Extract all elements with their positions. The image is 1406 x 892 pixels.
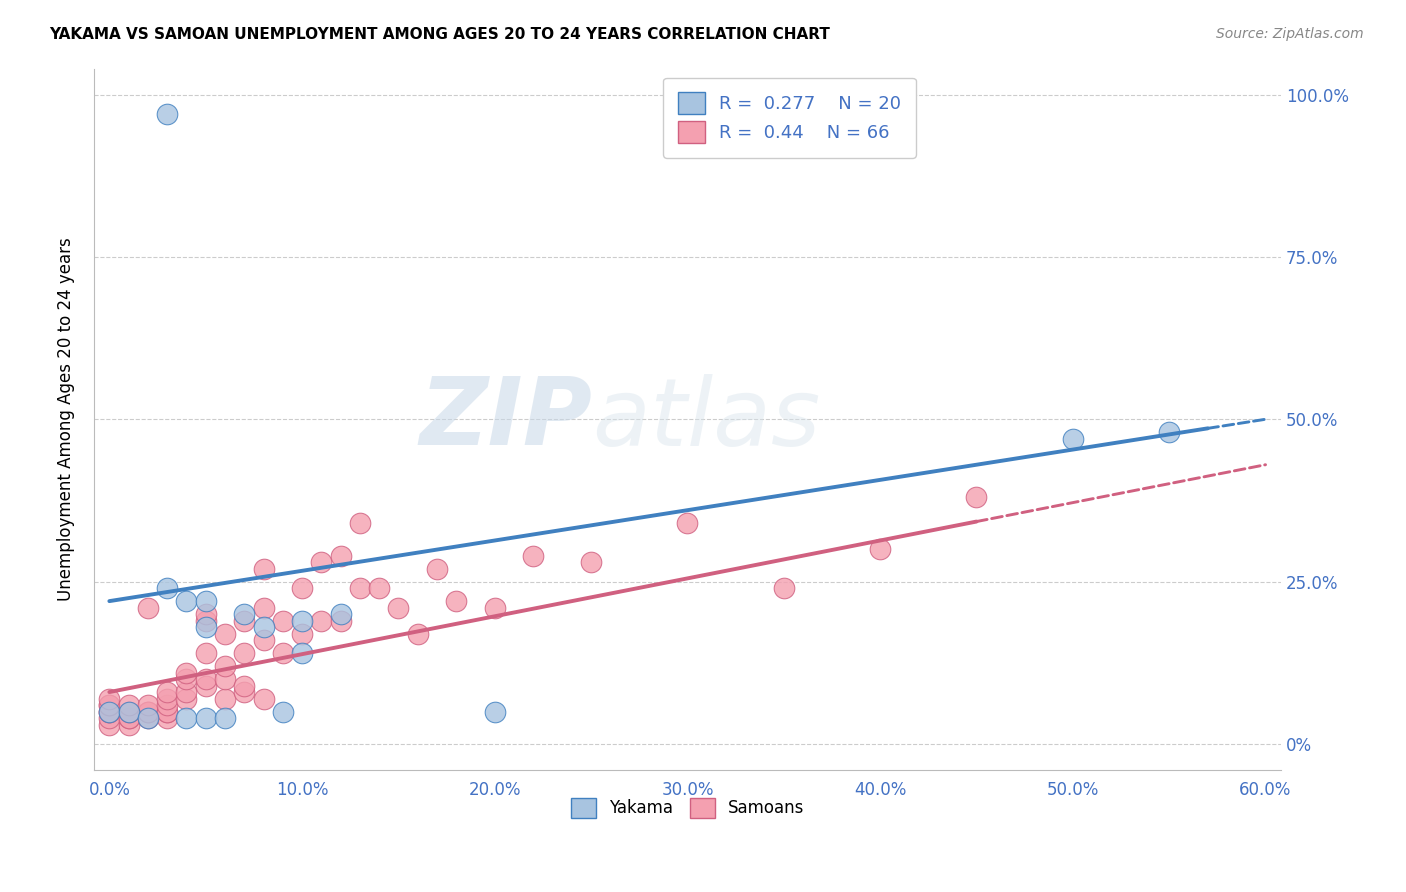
Point bbox=[329, 614, 352, 628]
Point bbox=[252, 620, 274, 634]
Point bbox=[156, 691, 179, 706]
Point bbox=[484, 705, 506, 719]
Point bbox=[271, 705, 294, 719]
Point bbox=[98, 711, 121, 725]
Point bbox=[869, 542, 891, 557]
Point bbox=[98, 698, 121, 712]
Point bbox=[1062, 432, 1084, 446]
Point bbox=[136, 711, 159, 725]
Point bbox=[291, 646, 314, 660]
Point bbox=[156, 698, 179, 712]
Point bbox=[214, 711, 236, 725]
Point bbox=[176, 685, 198, 699]
Text: Source: ZipAtlas.com: Source: ZipAtlas.com bbox=[1216, 27, 1364, 41]
Point bbox=[349, 516, 371, 531]
Point bbox=[176, 665, 198, 680]
Point bbox=[117, 711, 139, 725]
Text: ZIP: ZIP bbox=[419, 373, 592, 466]
Point bbox=[368, 581, 391, 595]
Point bbox=[233, 685, 256, 699]
Point bbox=[406, 626, 429, 640]
Text: atlas: atlas bbox=[592, 374, 821, 465]
Point bbox=[98, 705, 121, 719]
Point bbox=[484, 600, 506, 615]
Point bbox=[176, 711, 198, 725]
Point bbox=[98, 705, 121, 719]
Point bbox=[194, 614, 217, 628]
Point bbox=[311, 555, 333, 569]
Point bbox=[117, 711, 139, 725]
Point bbox=[214, 672, 236, 686]
Point bbox=[194, 594, 217, 608]
Point bbox=[194, 672, 217, 686]
Point bbox=[349, 581, 371, 595]
Point bbox=[214, 691, 236, 706]
Point bbox=[156, 107, 179, 121]
Point bbox=[98, 691, 121, 706]
Point bbox=[136, 705, 159, 719]
Y-axis label: Unemployment Among Ages 20 to 24 years: Unemployment Among Ages 20 to 24 years bbox=[58, 237, 75, 601]
Point bbox=[291, 626, 314, 640]
Point bbox=[252, 633, 274, 648]
Point bbox=[156, 705, 179, 719]
Point bbox=[156, 581, 179, 595]
Point bbox=[329, 549, 352, 563]
Point bbox=[676, 516, 699, 531]
Point bbox=[194, 607, 217, 621]
Point bbox=[522, 549, 544, 563]
Point bbox=[233, 646, 256, 660]
Point bbox=[444, 594, 467, 608]
Point bbox=[98, 717, 121, 731]
Point bbox=[117, 698, 139, 712]
Point bbox=[291, 614, 314, 628]
Point bbox=[117, 705, 139, 719]
Point bbox=[426, 561, 449, 575]
Point bbox=[194, 711, 217, 725]
Point bbox=[772, 581, 794, 595]
Point bbox=[579, 555, 602, 569]
Point bbox=[176, 594, 198, 608]
Point bbox=[156, 705, 179, 719]
Point bbox=[194, 679, 217, 693]
Point bbox=[387, 600, 409, 615]
Point bbox=[311, 614, 333, 628]
Point bbox=[136, 600, 159, 615]
Text: YAKAMA VS SAMOAN UNEMPLOYMENT AMONG AGES 20 TO 24 YEARS CORRELATION CHART: YAKAMA VS SAMOAN UNEMPLOYMENT AMONG AGES… bbox=[49, 27, 830, 42]
Point bbox=[194, 620, 217, 634]
Point bbox=[271, 646, 294, 660]
Point bbox=[117, 705, 139, 719]
Point bbox=[233, 679, 256, 693]
Point bbox=[136, 711, 159, 725]
Point bbox=[252, 691, 274, 706]
Point bbox=[176, 691, 198, 706]
Point bbox=[233, 607, 256, 621]
Point bbox=[194, 646, 217, 660]
Point bbox=[214, 626, 236, 640]
Legend: Yakama, Samoans: Yakama, Samoans bbox=[564, 791, 811, 825]
Point bbox=[176, 672, 198, 686]
Point bbox=[271, 614, 294, 628]
Point bbox=[156, 685, 179, 699]
Point bbox=[252, 561, 274, 575]
Point bbox=[329, 607, 352, 621]
Point bbox=[291, 581, 314, 595]
Point bbox=[214, 659, 236, 673]
Point bbox=[1159, 425, 1181, 440]
Point bbox=[966, 490, 988, 504]
Point bbox=[252, 600, 274, 615]
Point bbox=[136, 698, 159, 712]
Point bbox=[98, 705, 121, 719]
Point bbox=[136, 705, 159, 719]
Point bbox=[117, 717, 139, 731]
Point bbox=[233, 614, 256, 628]
Point bbox=[98, 698, 121, 712]
Point bbox=[156, 711, 179, 725]
